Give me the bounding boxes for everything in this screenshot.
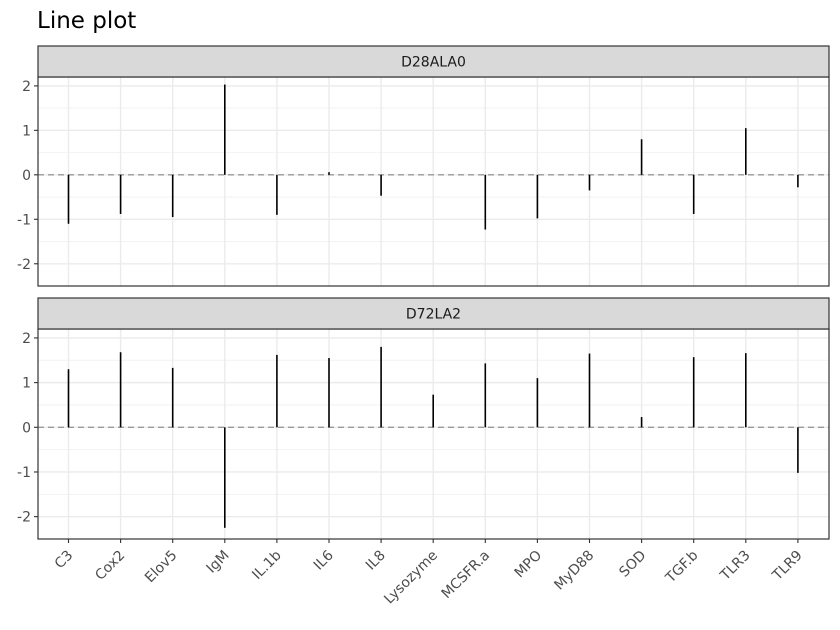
y-tick-label: -2 [17, 257, 31, 273]
y-tick-label: 2 [22, 331, 31, 347]
x-tick-label: MPO [512, 548, 546, 582]
y-tick-label: -1 [17, 465, 31, 481]
y-tick-label: 1 [22, 376, 31, 392]
facet-strip [37, 297, 830, 330]
facet-strip-label: D72LA2 [406, 307, 461, 323]
y-tick-label: 1 [22, 123, 31, 139]
x-axis: C3 Cox2 Elov5 IgM IL.1b IL6 IL8LysozymeMCSFR.a… [52, 539, 806, 607]
y-tick-label: 2 [22, 79, 31, 95]
panel-2: D72LA2 -2 -1 0 1 2 [17, 297, 830, 540]
x-tick-label: MCSFR.a [439, 548, 493, 602]
x-tick-label: TLR9 [769, 548, 806, 585]
x-tick-label: TGF.b [662, 547, 701, 586]
x-tick-label: IL6 [311, 547, 337, 573]
x-tick-label: Lysozyme [381, 548, 441, 608]
chart-title: Line plot [37, 8, 136, 34]
facet-strip-label: D28ALA0 [401, 55, 466, 71]
y-tick-label: 0 [22, 420, 31, 436]
panels-layer: D28ALA0 -2 -1 0 1 2 D72LA2 -2 -1 0 1 2 [17, 45, 830, 540]
y-tick-label: 0 [22, 168, 31, 184]
panel-1: D28ALA0 -2 -1 0 1 2 [17, 45, 830, 287]
x-tick-label: Cox2 [92, 548, 128, 584]
x-tick-label: IgM [204, 548, 233, 577]
x-tick-label: IL.1b [249, 547, 285, 583]
x-tick-label: Elov5 [142, 548, 181, 587]
x-tick-label: TLR3 [717, 548, 754, 585]
x-tick-label: MyD88 [551, 548, 597, 594]
x-tick-label: SOD [616, 548, 649, 581]
x-tick-label: C3 [52, 548, 77, 573]
y-tick-label: -2 [17, 510, 31, 526]
y-tick-label: -1 [17, 212, 31, 228]
facet-strip [37, 45, 830, 78]
x-tick-label: IL8 [363, 548, 389, 574]
